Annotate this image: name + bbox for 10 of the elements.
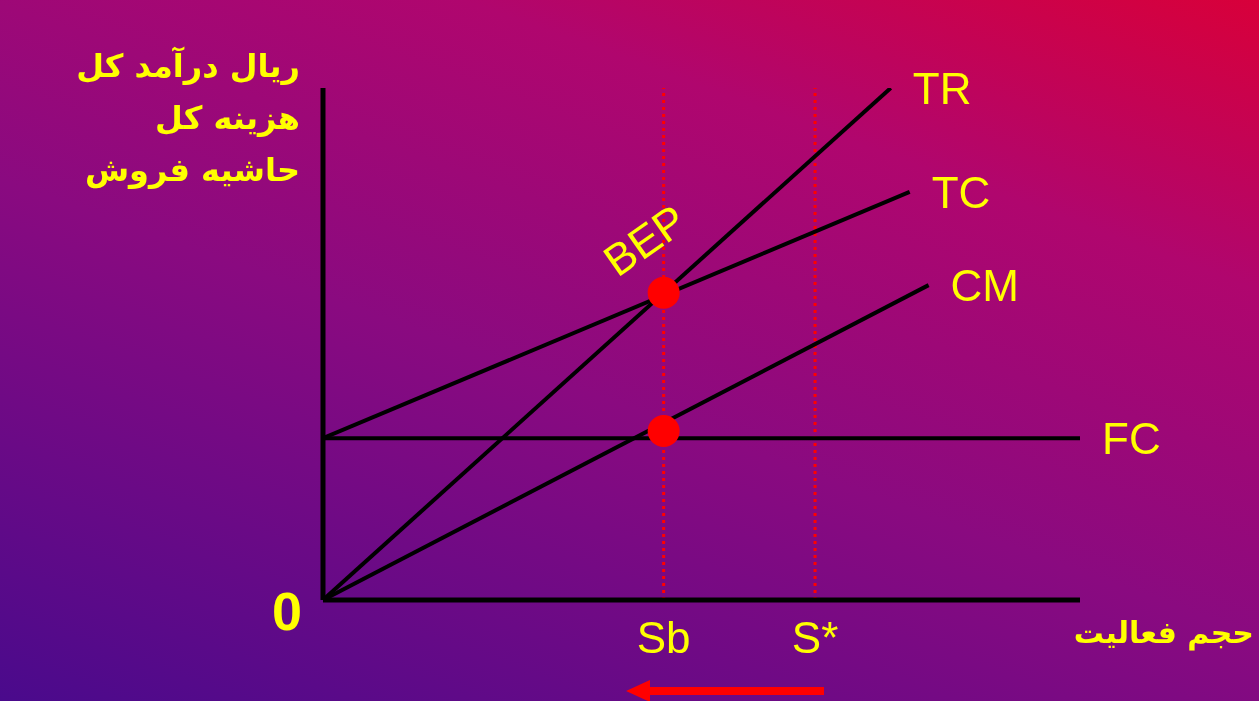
x-tick-label: S* <box>791 613 839 663</box>
series-label: FC <box>1102 413 1161 463</box>
x-tick-label: Sb <box>636 613 691 663</box>
series-label: CM <box>950 260 1020 310</box>
x-axis-title: حجم فعالیت <box>1072 615 1254 650</box>
series-label: TR <box>912 63 972 113</box>
y-axis-title: ریال درآمد کل هزینه کل حاشیه فروش <box>75 46 300 191</box>
text: 0 <box>272 580 303 642</box>
annotation: BEP <box>594 194 695 286</box>
series-label: TC <box>931 167 991 217</box>
